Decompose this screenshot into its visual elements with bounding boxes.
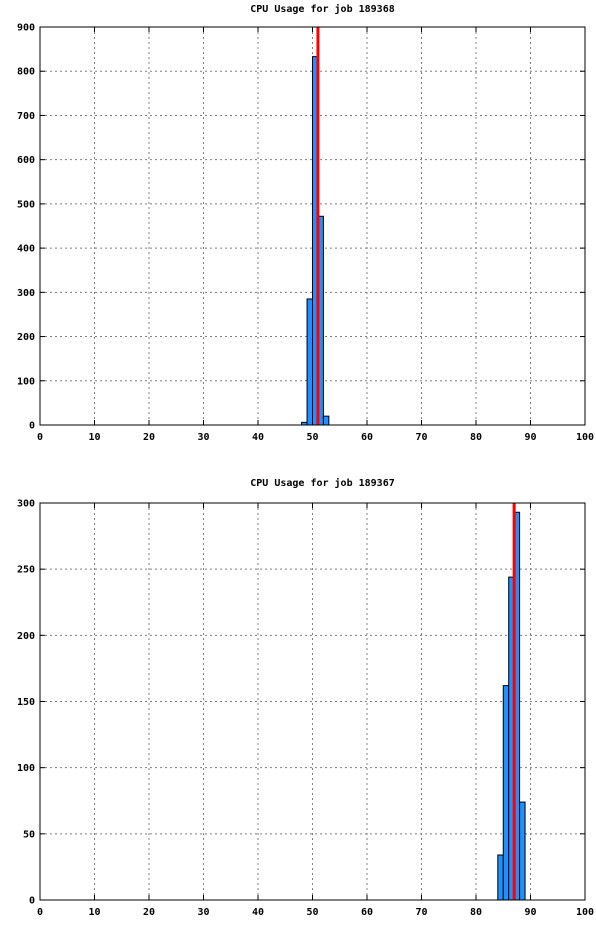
y-tick-label: 0 — [29, 421, 35, 432]
x-tick-label: 10 — [88, 432, 100, 440]
y-tick-label: 0 — [29, 896, 35, 907]
x-tick-label: 60 — [361, 907, 373, 918]
x-tick-label: 20 — [143, 907, 155, 918]
x-tick-label: 40 — [252, 432, 264, 440]
cpu-usage-chart-189367: CPU Usage for job 189367 0 10 20 30 40 50 60 70 8… — [0, 474, 596, 924]
x-tick-label: 90 — [524, 432, 536, 440]
y-tick-label: 300 — [17, 499, 35, 510]
histogram-bar — [322, 415, 330, 426]
y-tick-label: 150 — [17, 697, 35, 708]
x-tick-label: 60 — [361, 432, 373, 440]
y-tick-label: 700 — [17, 111, 35, 122]
x-tick-label: 40 — [252, 907, 264, 918]
x-tick-label: 50 — [306, 907, 318, 918]
x-tick-label: 30 — [197, 907, 209, 918]
y-tick-label: 600 — [17, 155, 35, 166]
y-tick-label: 300 — [17, 288, 35, 299]
x-tick-label: 0 — [37, 432, 43, 440]
cpu-usage-chart-189368: CPU Usage for job 189368 0 10 20 30 40 50 60 70 8… — [0, 0, 596, 443]
x-tick-label: 10 — [88, 907, 100, 918]
cpu-usage-chart-189368-svg: CPU Usage for job 189368 0 10 20 30 40 50 60 70 8… — [17, 3, 594, 443]
y-tick-label: 200 — [17, 332, 35, 343]
x-tick-label: 30 — [197, 432, 209, 440]
y-tick-label: 250 — [17, 565, 35, 576]
chart-title: CPU Usage for job 189368 — [250, 3, 395, 15]
y-tick-label: 900 — [17, 23, 35, 34]
x-tick-label: 80 — [470, 907, 482, 918]
y-tick-label: 50 — [23, 829, 35, 840]
histogram-bar — [502, 685, 510, 901]
y-tick-label: 200 — [17, 631, 35, 642]
x-tick-label: 90 — [524, 907, 536, 918]
x-tick-label: 20 — [143, 432, 155, 440]
y-tick-label: 100 — [17, 763, 35, 774]
x-tick-label: 80 — [470, 432, 482, 440]
x-tick-label: 0 — [37, 907, 43, 918]
y-tick-label: 800 — [17, 67, 35, 78]
y-tick-label: 500 — [17, 199, 35, 210]
chart-title: CPU Usage for job 189367 — [250, 477, 395, 489]
x-tick-label: 100 — [576, 907, 594, 918]
histogram-bar — [306, 298, 313, 426]
x-tick-label: 70 — [415, 907, 427, 918]
histogram-bar — [497, 854, 504, 901]
y-tick-label: 400 — [17, 244, 35, 255]
x-tick-label: 50 — [306, 432, 318, 440]
cpu-usage-chart-189367-svg: CPU Usage for job 189367 0 10 20 30 40 50 60 70 8… — [17, 477, 594, 918]
x-tick-label: 100 — [576, 432, 594, 440]
y-tick-label: 100 — [17, 376, 35, 387]
histogram-bar — [519, 801, 526, 901]
x-tick-label: 70 — [415, 432, 427, 440]
